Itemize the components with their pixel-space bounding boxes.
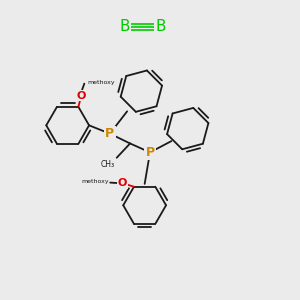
Text: B: B [155,19,166,34]
Text: P: P [146,146,154,159]
Text: O: O [77,91,86,100]
Text: P: P [105,127,114,140]
Text: CH₃: CH₃ [101,160,115,169]
Text: O: O [118,178,127,188]
Text: B: B [119,19,130,34]
Text: methoxy: methoxy [81,179,109,184]
Text: methoxy: methoxy [87,80,115,85]
